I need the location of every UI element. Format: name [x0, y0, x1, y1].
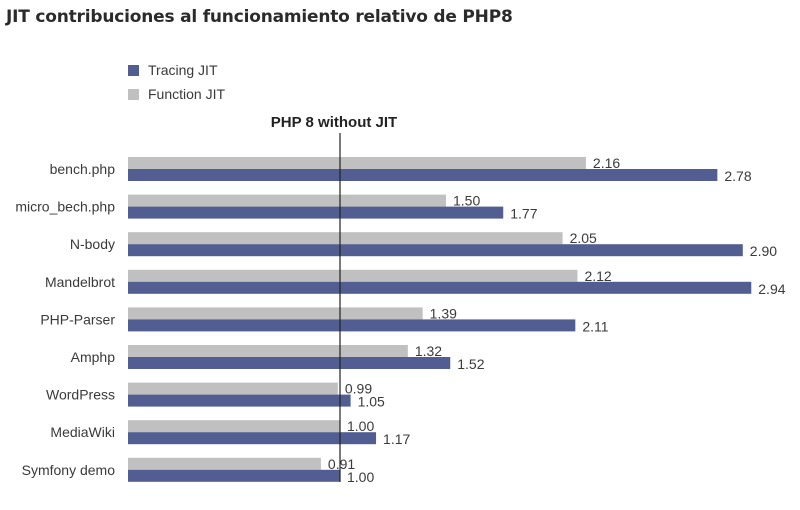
value-label-function-jit-amphp: 1.32 [415, 343, 442, 359]
value-label-tracing-jit-micro-bech-php: 1.77 [510, 206, 537, 222]
value-label-tracing-jit-php-parser: 2.11 [582, 318, 608, 334]
value-label-tracing-jit-mediawiki: 1.17 [383, 431, 410, 447]
value-label-tracing-jit-bench-php: 2.78 [724, 168, 751, 184]
bar-tracing-jit-mandelbrot [128, 281, 752, 294]
bar-tracing-jit-mediawiki [128, 432, 377, 445]
value-label-tracing-jit-amphp: 1.52 [457, 356, 484, 372]
category-label-n-body: N-body [70, 236, 115, 252]
bar-function-jit-micro-bech-php [128, 194, 446, 207]
value-label-function-jit-n-body: 2.05 [570, 230, 597, 246]
bar-tracing-jit-bench-php [128, 169, 718, 181]
bar-function-jit-wordpress [128, 382, 338, 395]
value-label-function-jit-php-parser: 1.39 [430, 305, 457, 321]
legend-label-tracing-jit: Tracing JIT [148, 62, 218, 78]
category-label-amphp: Amphp [71, 349, 116, 365]
category-label-micro-bech-php: micro_bech.php [15, 199, 115, 215]
bar-tracing-jit-n-body [128, 244, 743, 257]
bar-function-jit-mandelbrot [128, 269, 578, 282]
bar-function-jit-mediawiki [128, 420, 340, 433]
value-label-tracing-jit-mandelbrot: 2.94 [758, 281, 785, 297]
category-label-mandelbrot: Mandelbrot [45, 274, 115, 290]
bar-tracing-jit-symfony-demo [128, 469, 340, 482]
legend-swatch-function-jit [128, 89, 139, 100]
bar-function-jit-amphp [128, 345, 408, 357]
chart-title: JIT contribuciones al funcionamiento rel… [6, 7, 513, 27]
value-label-function-jit-symfony-demo: 0.91 [328, 456, 355, 472]
reference-line-label: PHP 8 without JIT [271, 114, 397, 131]
value-label-function-jit-wordpress: 0.99 [345, 381, 372, 397]
category-label-mediawiki: MediaWiki [50, 424, 115, 440]
legend-swatch-tracing-jit [128, 65, 139, 76]
value-label-tracing-jit-symfony-demo: 1.00 [347, 469, 374, 485]
bar-function-jit-n-body [128, 232, 563, 245]
value-label-tracing-jit-wordpress: 1.05 [358, 394, 385, 410]
legend-label-function-jit: Function JIT [148, 86, 225, 102]
value-label-function-jit-bench-php: 2.16 [593, 155, 620, 171]
category-label-wordpress: WordPress [46, 387, 115, 403]
bar-tracing-jit-wordpress [128, 394, 351, 407]
value-label-tracing-jit-n-body: 2.90 [750, 243, 777, 259]
value-label-function-jit-mandelbrot: 2.12 [584, 268, 611, 284]
bar-tracing-jit-micro-bech-php [128, 206, 504, 219]
category-label-php-parser: PHP-Parser [40, 311, 115, 327]
bar-function-jit-symfony-demo [128, 457, 321, 470]
bar-tracing-jit-amphp [128, 357, 451, 369]
bar-function-jit-php-parser [128, 307, 423, 320]
category-label-symfony-demo: Symfony demo [22, 462, 116, 478]
category-label-bench-php: bench.php [50, 161, 116, 177]
bar-tracing-jit-php-parser [128, 319, 576, 332]
value-label-function-jit-micro-bech-php: 1.50 [453, 193, 480, 209]
value-label-function-jit-mediawiki: 1.00 [347, 418, 374, 434]
bar-function-jit-bench-php [128, 157, 586, 169]
